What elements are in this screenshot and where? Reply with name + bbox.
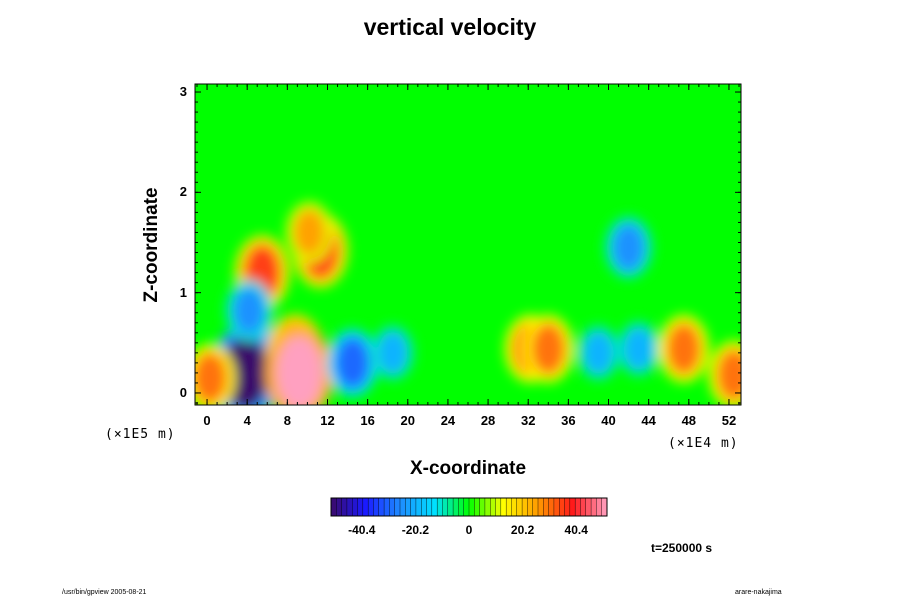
x-tick-label: 32 [520,413,536,428]
field-feature [233,287,266,335]
colorbar-cell [527,497,534,517]
x-tick-label: 12 [320,413,335,428]
colorbar-cell [553,497,560,517]
colorbar-cell [389,497,396,517]
colorbar-cell [362,497,369,517]
colorbar-cell [490,497,497,517]
x-tick-label: 52 [721,413,737,428]
field-feature [275,335,323,405]
colorbar-cell [447,497,454,517]
colorbar-cell [590,497,597,517]
colorbar-cell [468,497,475,517]
y-unit-label: (×1E5 m) [105,427,176,442]
colorbar-cell [564,497,571,517]
colorbar-cell [452,497,459,517]
x-tick-label: 36 [561,413,576,428]
x-tick-label: 16 [360,413,375,428]
colorbar-cell [484,497,491,517]
colorbar-cell [474,497,481,517]
x-axis-label: X-coordinate [409,458,527,479]
colorbar-frame [330,497,608,517]
colorbar-cell [357,497,364,517]
colorbar-tick-label: 20.2 [510,523,535,537]
footer-left: /usr/bin/gpview 2005-08-21 [62,589,147,596]
colorbar-cell [431,497,438,517]
colorbar-cell [378,497,385,517]
x-tick-label: 44 [641,413,656,428]
colorbar-tick-label: -20.2 [401,523,430,537]
colorbar-cell [559,497,566,517]
field-feature [716,348,741,401]
colorbar-cell [601,497,608,517]
x-tick-label: 4 [243,413,251,428]
colorbar-cell [500,497,507,517]
colorbar-cell [574,497,581,517]
field-feature [195,351,228,404]
colorbar-cell [346,497,353,517]
field-feature [624,327,654,370]
colorbar-cell [330,497,337,517]
colorbar-cell [569,497,576,517]
field-feature [530,322,566,375]
colorbar-cell [505,497,512,517]
x-tick-label: 28 [480,413,496,428]
colorbar-cell [383,497,390,517]
x-unit-label: (×1E4 m) [668,436,739,451]
colorbar-cell [436,497,443,517]
colorbar [330,497,608,517]
colorbar-cell [580,497,587,517]
colorbar-cell [415,497,422,517]
y-tick-label: 1 [179,284,187,300]
colorbar-cell [521,497,528,517]
colorbar-cell [421,497,428,517]
colorbar-cell [405,497,412,517]
colorbar-cell [341,497,348,517]
colorbar-cell [458,497,465,517]
y-tick-label: 3 [179,84,187,100]
colorbar-cell [463,497,470,517]
colorbar-cell [596,497,603,517]
field-feature [335,336,370,389]
colorbar-cell [336,497,343,517]
x-tick-label: 48 [681,413,697,428]
colorbar-cell [352,497,359,517]
x-tick-label: 8 [283,413,291,428]
footer-right: arare-nakajima [735,589,782,596]
field-feature [378,331,408,374]
time-label: t=250000 s [651,541,713,555]
field-feature [666,322,702,375]
x-tick-label: 40 [601,413,616,428]
colorbar-cell [537,497,544,517]
colorbar-cell [516,497,523,517]
field-feature [612,224,645,272]
colorbar-cell [442,497,449,517]
colorbar-cell [367,497,374,517]
field-feature [583,331,614,374]
colorbar-cell [410,497,417,517]
colorbar-cell [548,497,555,517]
colorbar-tick-label: -40.4 [348,523,376,537]
x-tick-label: 24 [440,413,456,428]
y-tick-label: 0 [179,384,187,400]
colorbar-cell [511,497,518,517]
colorbar-cell [399,497,406,517]
colorbar-cell [495,497,502,517]
colorbar-cell [394,497,401,517]
x-tick-label: 20 [400,413,415,428]
field-feature [293,208,326,256]
colorbar-tick-label: 0 [465,523,473,537]
colorbar-cell [532,497,539,517]
colorbar-cell [585,497,592,517]
colorbar-cell [543,497,550,517]
colorbar-cell [426,497,433,517]
x-tick-label: 0 [203,413,211,428]
y-tick-label: 2 [179,184,187,200]
colorbar-cell [479,497,486,517]
chart-title: vertical velocity [363,14,537,40]
colorbar-tick-label: 40.4 [564,523,588,537]
y-axis-label: Z-coordinate [141,187,162,303]
colorbar-cell [373,497,380,517]
